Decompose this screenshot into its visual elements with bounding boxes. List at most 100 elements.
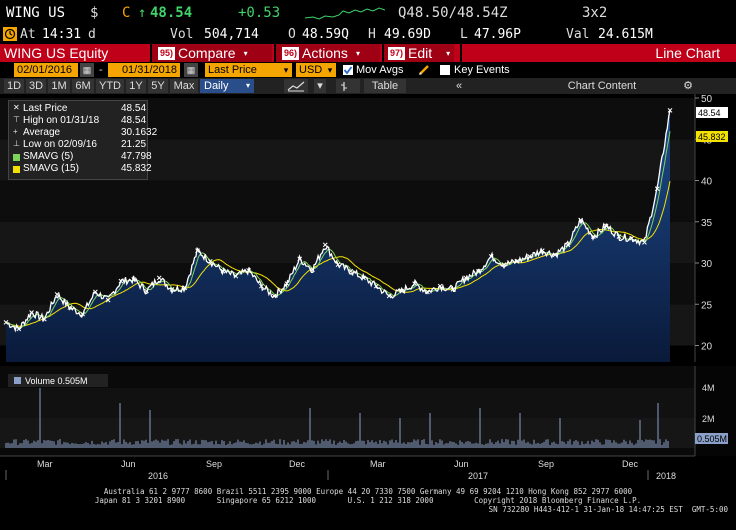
period-6m[interactable]: 6M [72, 79, 94, 93]
price-point [488, 254, 494, 259]
chart-style-icon[interactable] [284, 79, 308, 93]
price-point [233, 273, 239, 279]
price-point [539, 248, 545, 253]
legend-low-name: Low on 02/09/16 [23, 139, 97, 150]
price-point [552, 252, 558, 258]
price-point [654, 186, 660, 192]
price-point [399, 288, 405, 294]
edit-label: Edit [408, 45, 433, 61]
y-tick-label-20: 20 [701, 342, 713, 353]
chart-style-dropdown-icon[interactable]: ▾ [314, 79, 326, 93]
compare-menu[interactable]: 95) Compare ▾ [150, 44, 272, 62]
y-tick-label-25: 25 [701, 300, 713, 311]
checkmark-icon [343, 66, 353, 75]
bar-chart-icon[interactable] [336, 79, 360, 93]
price-point [629, 235, 635, 241]
start-date-field[interactable]: 02/01/2016 [14, 63, 78, 77]
price-point [476, 268, 481, 274]
price-point [616, 234, 622, 239]
value-label: Val [566, 27, 590, 42]
x-year-label: 2017 [468, 471, 488, 481]
price-point [220, 268, 226, 274]
legend-last-price[interactable]: ✕ Last Price 48.54 [13, 103, 146, 114]
open-value: 48.59Q [302, 27, 349, 42]
end-date-field[interactable]: 01/31/2018 [108, 63, 180, 77]
field-selector[interactable]: Last Price [205, 63, 291, 77]
price-point [463, 275, 469, 281]
price-point [527, 254, 532, 259]
price-point [3, 320, 9, 325]
x-month-label: Jun [121, 459, 136, 469]
high-value: 49.69D [384, 27, 431, 42]
currency-dropdown-icon[interactable]: ▾ [324, 63, 336, 77]
field-dropdown-icon[interactable]: ▾ [280, 63, 292, 77]
compare-label: Compare [178, 45, 236, 61]
clock-icon [3, 27, 17, 41]
table-button[interactable]: Table [364, 79, 406, 93]
period-ytd[interactable]: YTD [96, 79, 124, 93]
function-bar: WING US Equity 95) Compare ▾ 96) Actions… [0, 44, 736, 62]
gear-icon[interactable]: ⚙ [680, 79, 696, 93]
ohlc-icon [341, 82, 347, 91]
volume-bands [0, 388, 695, 448]
edit-dropdown-icon: ▾ [446, 48, 451, 58]
price-point [348, 268, 354, 274]
legend-average-name: Average [23, 127, 61, 138]
compare-num: 95) [158, 46, 176, 60]
currency-symbol: $ [90, 5, 99, 21]
period-1y[interactable]: 1Y [126, 79, 146, 93]
period-5y[interactable]: 5Y [148, 79, 168, 93]
x-month-label: Dec [622, 459, 639, 469]
volume-legend-label: Volume 0.505M [25, 376, 88, 386]
actions-menu[interactable]: 96) Actions ▾ [274, 44, 380, 62]
price-point [603, 223, 609, 229]
price-point [259, 283, 264, 289]
volume-value: 504,714 [204, 27, 259, 42]
end-calendar-icon[interactable]: ▦ [184, 63, 198, 77]
key-events-checkbox[interactable] [440, 65, 450, 75]
footer-line-2: Japan 81 3 3201 8900 Singapore 65 6212 1… [94, 496, 642, 505]
price-point [195, 248, 200, 253]
price-point [118, 278, 124, 284]
volume-last-tag-text: 0.505M [697, 434, 727, 444]
period-1d[interactable]: 1D [4, 79, 24, 93]
start-calendar-icon[interactable]: ▦ [80, 63, 94, 77]
period-max[interactable]: Max [170, 79, 198, 93]
frequency-selector[interactable]: Daily ▾ [200, 79, 254, 93]
star-icon: ✕ [13, 103, 20, 112]
price-point [16, 326, 22, 332]
mov-avgs-checkbox[interactable] [343, 65, 353, 75]
pencil-icon[interactable] [418, 64, 430, 76]
chart-content-panel-header[interactable]: Chart Content [514, 79, 690, 93]
ticker-symbol[interactable]: WING US [6, 5, 66, 21]
ticker-bar: WING US $ C ↑ 48.54 +0.53 Q48.50/48.54Z … [0, 0, 736, 26]
price-point [93, 289, 98, 295]
legend-low: ⊥ Low on 02/09/16 21.25 [13, 139, 146, 150]
legend-sma5[interactable]: SMAVG (5) 47.798 [13, 152, 152, 162]
price-point [412, 281, 417, 286]
footer-line-1: Australia 61 2 9777 8600 Brazil 5511 239… [103, 487, 633, 496]
period-1m[interactable]: 1M [48, 79, 70, 93]
security-name[interactable]: WING US Equity [0, 44, 145, 62]
price-point [578, 217, 583, 223]
footer-line-3: SN 732280 H443-412-1 31-Jan-18 14:47:25 … [488, 505, 728, 514]
legend-sma15[interactable]: SMAVG (15) 45.832 [13, 164, 152, 174]
price-point [169, 287, 175, 292]
last-price-tag [696, 107, 728, 118]
time-flag: d [88, 27, 96, 42]
collapse-chart-content-icon[interactable]: « [412, 79, 512, 93]
x-month-label: Dec [289, 459, 306, 469]
price-point [425, 289, 430, 295]
at-label: At [20, 27, 36, 42]
legend-sma15-value: 45.832 [121, 163, 152, 174]
period-3d[interactable]: 3D [26, 79, 46, 93]
sma5-swatch [13, 154, 20, 161]
volume-legend-swatch [14, 377, 21, 384]
price-area [6, 110, 670, 363]
actions-dropdown-icon: ▾ [355, 48, 360, 58]
edit-menu[interactable]: 97) Edit ▾ [382, 44, 454, 62]
legend-high-name: High on 01/31/18 [23, 115, 100, 126]
key-events-label: Key Events [454, 64, 510, 76]
compare-dropdown-icon: ▾ [243, 48, 248, 58]
price-point [667, 108, 673, 113]
